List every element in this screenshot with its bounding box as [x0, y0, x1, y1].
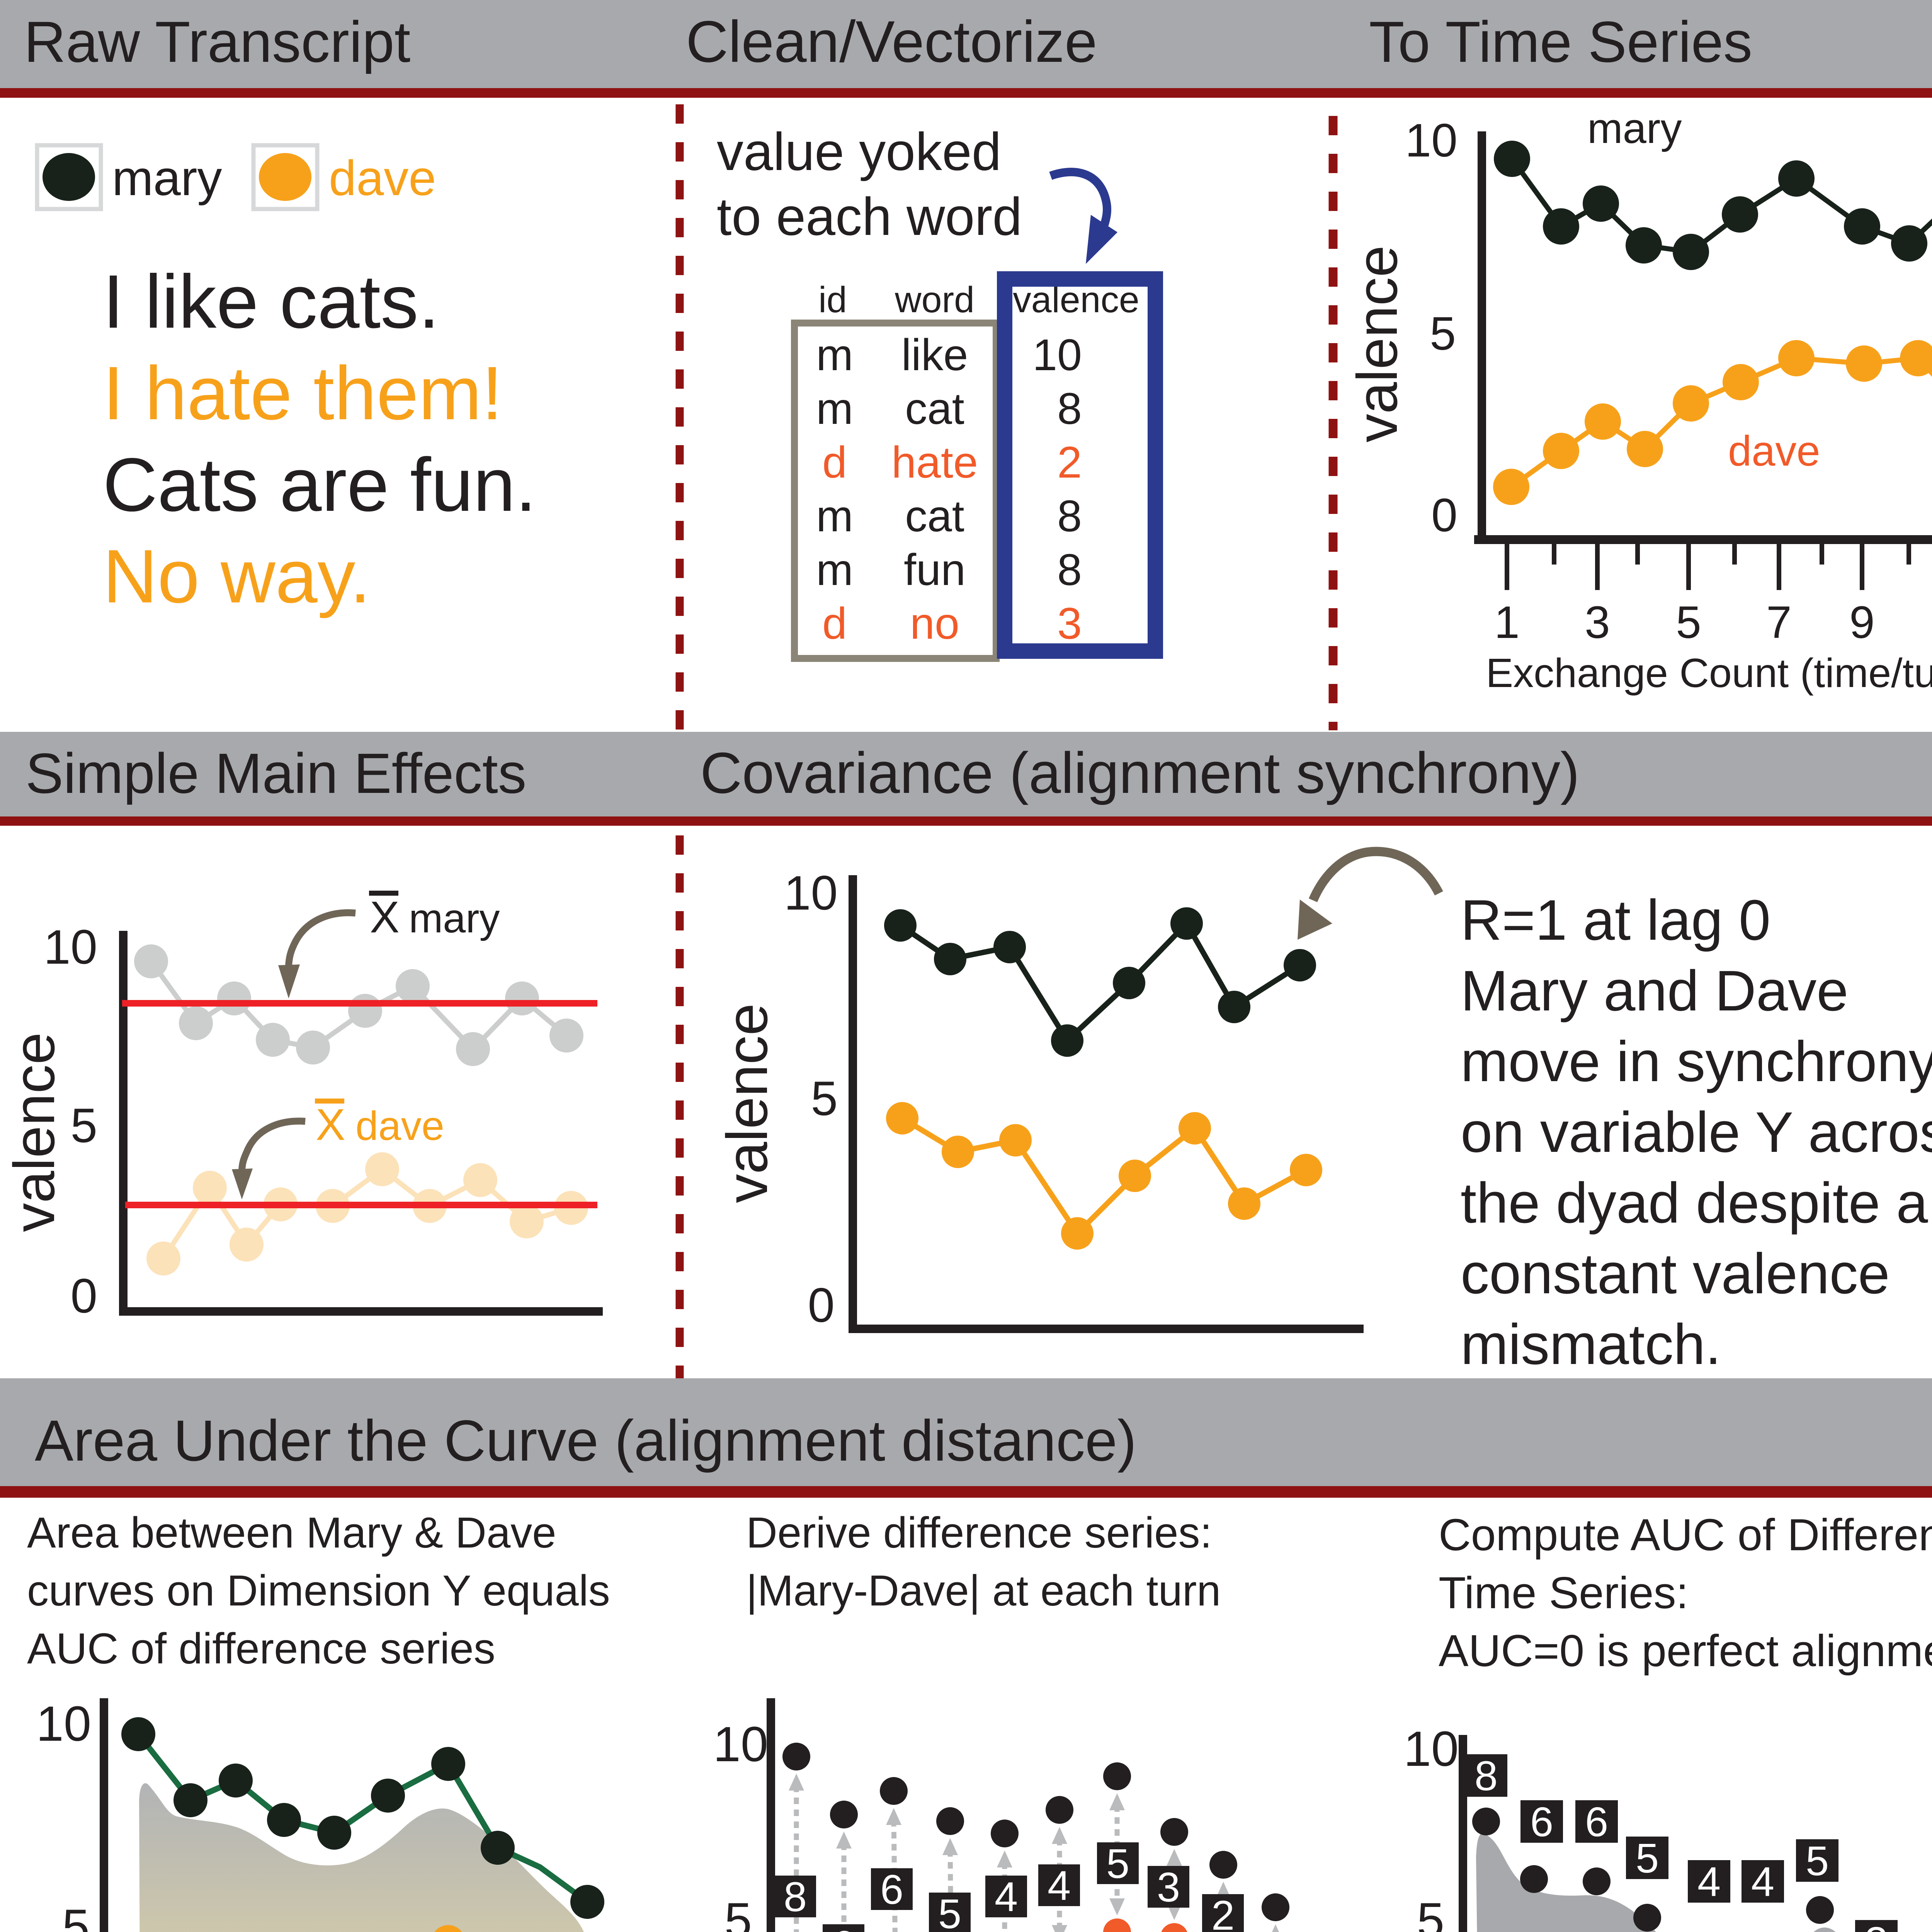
svg-text:5: 5 [938, 1890, 961, 1932]
svg-text:6: 6 [1585, 1798, 1608, 1845]
svg-text:10: 10 [1405, 114, 1458, 167]
svg-text:4: 4 [1697, 1858, 1721, 1905]
svg-text:m: m [816, 492, 853, 541]
svg-text:Raw Transcript: Raw Transcript [24, 9, 410, 74]
svg-text:Derive difference series:: Derive difference series: [746, 1509, 1212, 1557]
svg-text:id: id [818, 279, 847, 320]
svg-text:10: 10 [784, 866, 838, 920]
svg-text:0: 0 [808, 1279, 835, 1332]
svg-text:mary: mary [409, 896, 500, 941]
svg-text:cat: cat [905, 492, 964, 541]
svg-text:6: 6 [880, 1866, 903, 1913]
svg-text:m: m [816, 330, 853, 380]
svg-text:constant valence: constant valence [1461, 1242, 1890, 1306]
svg-text:move in synchrony: move in synchrony [1461, 1030, 1932, 1094]
svg-text:cat: cat [905, 384, 964, 434]
svg-text:Time Series:: Time Series: [1439, 1568, 1689, 1618]
svg-text:6: 6 [1530, 1798, 1553, 1845]
svg-text:8: 8 [1475, 1752, 1498, 1799]
svg-text:8: 8 [784, 1873, 807, 1920]
svg-text:valence: valence [1345, 245, 1409, 442]
svg-text:Covariance (alignment synchron: Covariance (alignment synchrony) [700, 740, 1580, 805]
svg-text:no: no [910, 599, 959, 648]
svg-text:Cats are fun.: Cats are fun. [103, 442, 536, 527]
svg-text:value yoked: value yoked [717, 122, 1002, 182]
svg-text:0: 0 [1431, 489, 1458, 541]
svg-text:Exchange Count (time/turns): Exchange Count (time/turns) [1486, 650, 1932, 696]
svg-text:3: 3 [1865, 1918, 1888, 1932]
svg-text:5: 5 [811, 1072, 838, 1126]
svg-text:6: 6 [832, 1922, 855, 1932]
svg-text:5: 5 [70, 1099, 97, 1153]
svg-text:4: 4 [1751, 1858, 1774, 1905]
svg-text:on variable Y across: on variable Y across [1461, 1100, 1932, 1164]
svg-text:X: X [370, 893, 400, 942]
svg-text:2: 2 [1057, 438, 1082, 487]
svg-text:d: d [822, 438, 847, 487]
svg-text:5: 5 [1417, 1893, 1444, 1932]
svg-text:word: word [895, 279, 975, 320]
svg-text:To Time Series: To Time Series [1369, 9, 1752, 74]
svg-text:2: 2 [1211, 1892, 1235, 1932]
svg-text:1: 1 [1494, 597, 1520, 648]
svg-text:Area between Mary & Dave: Area between Mary & Dave [27, 1509, 556, 1557]
svg-text:m: m [816, 545, 853, 595]
svg-text:d: d [822, 599, 847, 648]
svg-text:Area Under the Curve (alignmen: Area Under the Curve (alignment distance… [35, 1408, 1136, 1473]
svg-text:11: 11 [1930, 597, 1932, 648]
svg-text:5: 5 [1676, 597, 1701, 648]
svg-text:3: 3 [1057, 599, 1082, 648]
svg-text:X: X [316, 1100, 345, 1150]
svg-text:8: 8 [1057, 545, 1082, 595]
svg-text:curves on Dimension Y equals: curves on Dimension Y equals [27, 1566, 610, 1615]
svg-text:5: 5 [1106, 1840, 1129, 1887]
svg-text:5: 5 [1636, 1835, 1659, 1881]
svg-text:|Mary-Dave| at each turn: |Mary-Dave| at each turn [746, 1566, 1221, 1615]
svg-text:AUC=0 is perfect alignment: AUC=0 is perfect alignment [1439, 1626, 1932, 1676]
svg-text:I like cats.: I like cats. [103, 259, 439, 344]
svg-text:Simple Main Effects: Simple Main Effects [26, 742, 526, 805]
svg-text:like: like [901, 330, 968, 380]
svg-text:5: 5 [62, 1900, 90, 1932]
svg-text:8: 8 [1057, 492, 1082, 541]
svg-text:mismatch.: mismatch. [1461, 1313, 1721, 1376]
svg-text:hate: hate [891, 438, 978, 487]
svg-text:dave: dave [1728, 427, 1820, 475]
svg-text:8: 8 [1057, 384, 1082, 434]
svg-text:mary: mary [1587, 105, 1682, 152]
svg-text:Compute AUC of Difference: Compute AUC of Difference [1439, 1510, 1932, 1560]
svg-text:10: 10 [713, 1717, 768, 1772]
svg-text:7: 7 [1766, 597, 1792, 648]
svg-text:5: 5 [1430, 307, 1456, 360]
svg-text:10: 10 [36, 1696, 91, 1752]
svg-text:AUC of difference series: AUC of difference series [27, 1624, 495, 1673]
svg-text:10: 10 [1404, 1721, 1459, 1777]
svg-text:I hate them!: I hate them! [103, 351, 503, 435]
svg-text:dave: dave [355, 1103, 444, 1149]
svg-text:to each word: to each word [717, 187, 1022, 247]
svg-text:mary: mary [112, 151, 222, 206]
svg-text:dave: dave [329, 151, 436, 206]
svg-text:3: 3 [1585, 597, 1610, 648]
svg-text:0: 0 [70, 1269, 97, 1323]
svg-text:fun: fun [904, 545, 966, 595]
svg-text:9: 9 [1849, 597, 1875, 648]
svg-text:4: 4 [995, 1873, 1018, 1920]
svg-text:10: 10 [1032, 330, 1082, 380]
svg-text:10: 10 [44, 920, 97, 974]
svg-text:5: 5 [1806, 1837, 1829, 1884]
svg-text:No way.: No way. [103, 534, 371, 619]
svg-text:3: 3 [1157, 1864, 1180, 1910]
svg-text:4: 4 [1048, 1862, 1071, 1909]
svg-text:valence: valence [714, 1003, 779, 1203]
svg-text:R=1 at lag 0: R=1 at lag 0 [1461, 888, 1770, 952]
svg-text:Mary and Dave: Mary and Dave [1461, 959, 1849, 1023]
svg-text:the dyad despite a: the dyad despite a [1461, 1171, 1928, 1235]
svg-text:m: m [816, 384, 853, 434]
svg-text:5: 5 [724, 1893, 752, 1932]
svg-text:Clean/Vectorize: Clean/Vectorize [686, 9, 1097, 75]
svg-text:valence: valence [2, 1032, 66, 1232]
